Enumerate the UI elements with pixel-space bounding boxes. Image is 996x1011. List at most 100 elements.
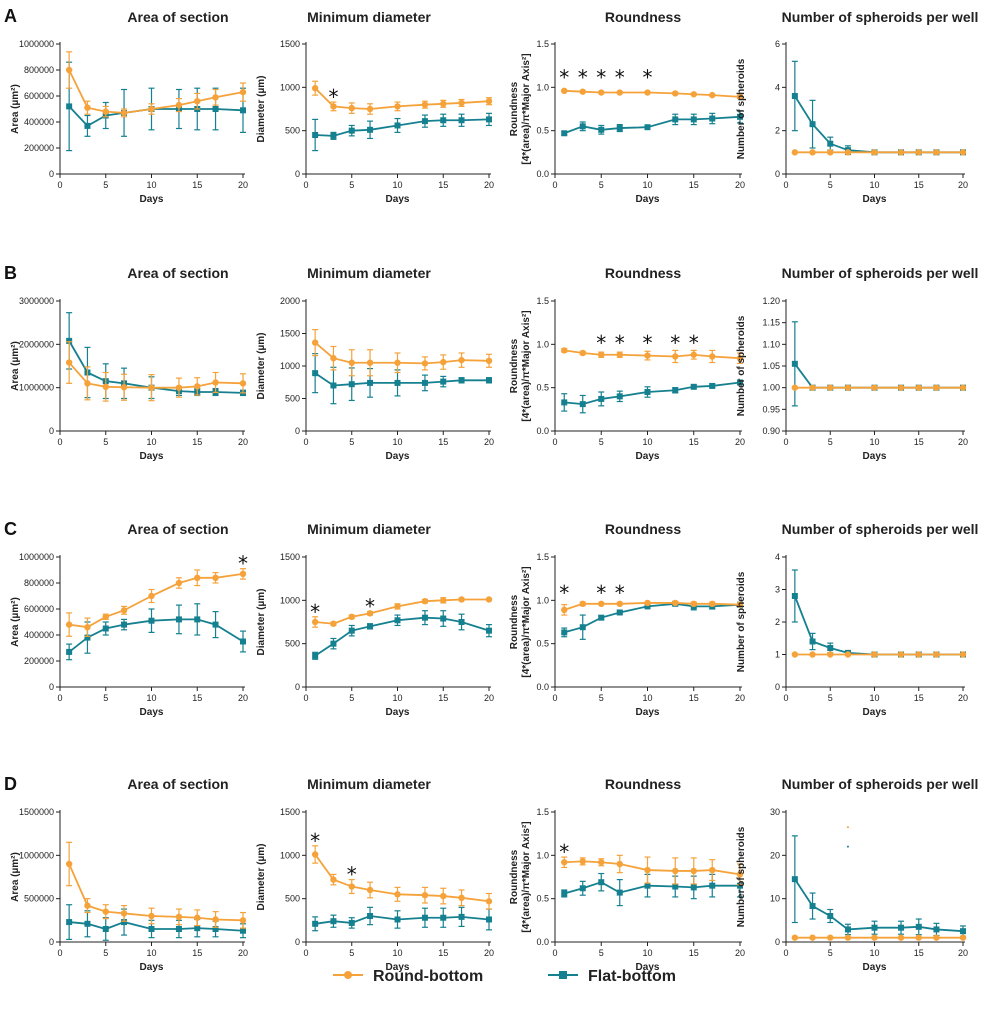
data-point [844, 149, 852, 156]
data-point [827, 149, 834, 156]
data-point [148, 912, 155, 920]
data-point [394, 103, 401, 110]
y-axis-label-line: Roundness [509, 81, 520, 136]
data-point [65, 359, 73, 366]
series-flat-bottom [312, 353, 492, 405]
series-flat-bottom [561, 110, 743, 137]
x-tick-label: 0 [57, 948, 62, 958]
series-line [794, 595, 963, 656]
data-point [933, 926, 940, 933]
series-round-bottom [311, 329, 493, 377]
x-tick-label: 15 [192, 437, 202, 447]
data-point [736, 355, 744, 362]
data-point [709, 882, 716, 889]
data-point [458, 913, 465, 920]
data-point [959, 149, 967, 156]
x-tick-label: 5 [103, 693, 108, 703]
significance-star: * [643, 331, 653, 355]
data-point [458, 596, 465, 603]
series-flat-bottom [66, 603, 246, 661]
data-point [959, 934, 967, 941]
data-point [791, 934, 799, 941]
data-point [809, 638, 816, 645]
data-point [312, 370, 319, 377]
x-axis-label: Days [386, 962, 410, 973]
data-point [440, 100, 447, 108]
stray-mark [846, 845, 849, 848]
x-tick-label: 10 [642, 180, 652, 190]
x-tick-label: 0 [303, 437, 308, 447]
data-point [960, 928, 966, 935]
x-tick-label: 15 [914, 948, 924, 958]
series-flat-bottom [66, 61, 246, 152]
y-tick-label: 1500 [280, 552, 300, 562]
y-tick-label: 0.0 [536, 169, 549, 179]
data-point [121, 919, 128, 926]
data-point [421, 379, 428, 386]
row-label-B: B [4, 263, 17, 283]
data-point [672, 90, 679, 97]
y-tick-label: 0 [775, 682, 780, 692]
data-point [690, 884, 697, 891]
data-point [897, 934, 905, 941]
x-tick-label: 0 [783, 437, 788, 447]
y-tick-label: 1.20 [762, 296, 780, 306]
data-point [644, 389, 651, 395]
x-axis-label: Days [636, 451, 660, 462]
y-tick-label: 800000 [24, 578, 54, 588]
data-point [212, 916, 219, 923]
data-point [736, 601, 744, 608]
chart-title: Area of section [127, 521, 228, 537]
panel-A1: Area of section 0 200000 400000 600000 800000… [10, 9, 248, 205]
data-point [598, 89, 605, 96]
series-round-bottom [311, 80, 493, 115]
data-point [959, 384, 967, 391]
panel-A3: Roundness 0.0 0.5 1.0 1.5 0 5 10 15 20 Days Roundne… [509, 9, 745, 205]
y-tick-label: 10 [770, 894, 780, 904]
y-tick-label: 2000 [280, 296, 300, 306]
x-tick-label: 0 [303, 180, 308, 190]
y-tick-label: 0 [775, 169, 780, 179]
data-point [330, 918, 337, 925]
data-point [84, 104, 91, 111]
data-point [561, 606, 568, 614]
y-tick-label: 1 [775, 650, 780, 660]
row-label-C: C [4, 519, 17, 539]
y-tick-label: 1.0 [536, 595, 549, 605]
x-tick-label: 15 [438, 948, 448, 958]
data-point [194, 98, 201, 105]
x-tick-label: 10 [392, 948, 402, 958]
data-point [579, 885, 586, 892]
legend-label-flat: Flat-bottom [588, 968, 676, 985]
y-axis-label: Number of spheroids [736, 571, 747, 672]
data-point [394, 617, 401, 624]
data-point [898, 924, 905, 931]
data-point [458, 99, 465, 107]
x-tick-label: 20 [735, 437, 745, 447]
x-tick-label: 10 [642, 693, 652, 703]
y-tick-label: 400000 [24, 630, 54, 640]
data-point [330, 132, 337, 139]
y-axis-label-line: [4*(area)/π*Major Axis²] [521, 53, 532, 164]
significance-star: * [670, 331, 680, 355]
data-point [239, 380, 247, 387]
data-point [897, 149, 905, 156]
data-point [84, 902, 91, 909]
data-point [791, 876, 798, 883]
data-point [844, 926, 851, 933]
series-round-bottom [791, 651, 967, 658]
y-tick-label: 1.5 [536, 552, 549, 562]
chart-title: Minimum diameter [307, 776, 431, 792]
x-tick-label: 5 [828, 693, 833, 703]
data-point [120, 384, 128, 391]
data-point [933, 384, 940, 391]
y-tick-label: 6 [775, 39, 780, 49]
x-tick-label: 0 [303, 693, 308, 703]
data-point [102, 625, 109, 632]
x-axis-label: Days [386, 707, 410, 718]
panel-A4: Number of spheroids per well 0 2 4 6 0 5 10 15 20… [736, 9, 978, 205]
x-tick-label: 20 [238, 437, 248, 447]
data-point [644, 882, 651, 889]
data-point [421, 892, 429, 899]
series-round-bottom [791, 934, 967, 941]
